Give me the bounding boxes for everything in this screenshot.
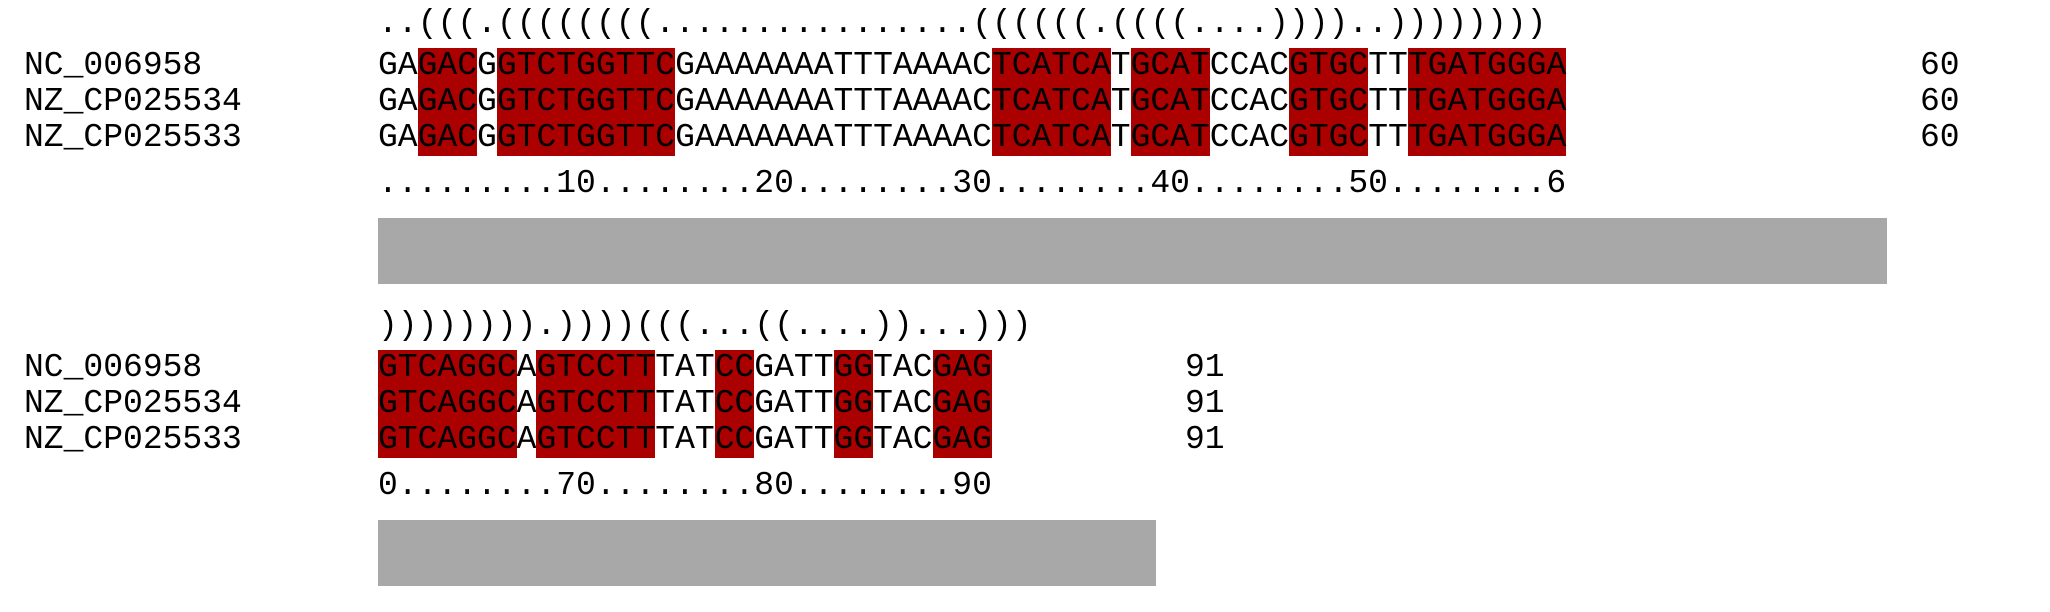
unconserved-run: GAAAAAAATTTAAAAC bbox=[675, 47, 992, 84]
unconserved-run: CCAC bbox=[1209, 119, 1290, 156]
unconserved-run: TT bbox=[1368, 119, 1408, 156]
unconserved-run: GATT bbox=[754, 385, 834, 422]
unconserved-run: G bbox=[477, 119, 497, 156]
conserved-run: GCAT bbox=[1130, 83, 1210, 120]
conserved-run: GTCTGGTTC bbox=[496, 83, 676, 120]
conserved-run: GTCCTT bbox=[536, 349, 656, 386]
annotation-track-bar-1 bbox=[378, 218, 1887, 284]
end-position-2-block-2: 91 bbox=[1185, 385, 1225, 422]
conserved-run: TGATGGGA bbox=[1407, 119, 1567, 156]
conserved-run: GTCTGGTTC bbox=[496, 47, 676, 84]
conserved-run: CC bbox=[714, 421, 755, 458]
conserved-run: GAG bbox=[932, 421, 992, 458]
unconserved-run: TAT bbox=[655, 421, 715, 458]
conserved-run: TGATGGGA bbox=[1407, 47, 1567, 84]
unconserved-run: TAT bbox=[655, 385, 715, 422]
unconserved-run: TAC bbox=[873, 421, 933, 458]
sequence-name-3-block-2: NZ_CP025533 bbox=[24, 421, 242, 458]
unconserved-run: T bbox=[1110, 119, 1131, 156]
conserved-run: GG bbox=[833, 349, 874, 386]
unconserved-run: TAC bbox=[873, 349, 933, 386]
unconserved-run: GA bbox=[378, 119, 418, 156]
sequence-row-2-block-2: GTCAGGCAGTCCTTTATCCGATTGGTACGAG bbox=[378, 386, 992, 422]
sequence-name-1-block-1: NC_006958 bbox=[24, 47, 203, 84]
sequence-name-2-block-2: NZ_CP025534 bbox=[24, 385, 242, 422]
conserved-run: CC bbox=[714, 349, 755, 386]
conserved-run: GCAT bbox=[1130, 119, 1210, 156]
unconserved-run: A bbox=[516, 349, 537, 386]
position-ruler-1: .........10........20........30........4… bbox=[378, 165, 1567, 202]
end-position-1-block-1: 60 bbox=[1920, 47, 1960, 84]
conserved-run: GAG bbox=[932, 385, 992, 422]
unconserved-run: TT bbox=[1368, 83, 1408, 120]
secondary-structure-line-1: ..(((.((((((((................((((((.(((… bbox=[378, 5, 1547, 42]
sequence-row-1-block-2: GTCAGGCAGTCCTTTATCCGATTGGTACGAG bbox=[378, 350, 992, 386]
conserved-run: GAC bbox=[417, 47, 478, 84]
conserved-run: GTCCTT bbox=[536, 385, 656, 422]
unconserved-run: TT bbox=[1368, 47, 1408, 84]
end-position-3-block-1: 60 bbox=[1920, 119, 1960, 156]
sequence-name-1-block-2: NC_006958 bbox=[24, 349, 203, 386]
conserved-run: GAC bbox=[417, 119, 478, 156]
annotation-track-bar-2 bbox=[378, 520, 1156, 586]
unconserved-run: A bbox=[516, 385, 537, 422]
position-ruler-2: 0........70........80........90 bbox=[378, 467, 992, 504]
conserved-run: GTCAGGC bbox=[378, 385, 517, 422]
conserved-run: GTCAGGC bbox=[378, 349, 517, 386]
conserved-run: TGATGGGA bbox=[1407, 83, 1567, 120]
unconserved-run: TAC bbox=[873, 385, 933, 422]
conserved-run: GTGC bbox=[1289, 119, 1369, 156]
conserved-run: GG bbox=[833, 421, 874, 458]
conserved-run: TCATCA bbox=[991, 83, 1111, 120]
conserved-run: GTCCTT bbox=[536, 421, 656, 458]
sequence-row-1-block-1: GAGACGGTCTGGTTCGAAAAAAATTTAAAACTCATCATGC… bbox=[378, 47, 1567, 84]
end-position-3-block-2: 91 bbox=[1185, 421, 1225, 458]
unconserved-run: GAAAAAAATTTAAAAC bbox=[675, 119, 992, 156]
conserved-run: GTCAGGC bbox=[378, 421, 517, 458]
sequence-name-3-block-1: NZ_CP025533 bbox=[24, 119, 242, 156]
conserved-run: GAC bbox=[417, 83, 478, 120]
unconserved-run: GA bbox=[378, 83, 418, 120]
end-position-1-block-2: 91 bbox=[1185, 349, 1225, 386]
unconserved-run: A bbox=[516, 421, 537, 458]
unconserved-run: TAT bbox=[655, 349, 715, 386]
unconserved-run: GATT bbox=[754, 421, 834, 458]
conserved-run: TCATCA bbox=[991, 119, 1111, 156]
secondary-structure-line-2: )))))))).))))(((...((....))...))) bbox=[378, 307, 1032, 344]
conserved-run: GTGC bbox=[1289, 83, 1369, 120]
sequence-row-3-block-1: GAGACGGTCTGGTTCGAAAAAAATTTAAAACTCATCATGC… bbox=[378, 119, 1567, 156]
sequence-name-2-block-1: NZ_CP025534 bbox=[24, 83, 242, 120]
unconserved-run: GAAAAAAATTTAAAAC bbox=[675, 83, 992, 120]
unconserved-run: CCAC bbox=[1209, 47, 1290, 84]
unconserved-run: GA bbox=[378, 47, 418, 84]
unconserved-run: CCAC bbox=[1209, 83, 1290, 120]
conserved-run: GCAT bbox=[1130, 47, 1210, 84]
conserved-run: GAG bbox=[932, 349, 992, 386]
unconserved-run: G bbox=[477, 47, 497, 84]
unconserved-run: T bbox=[1110, 83, 1131, 120]
conserved-run: GTCTGGTTC bbox=[496, 119, 676, 156]
unconserved-run: T bbox=[1110, 47, 1131, 84]
conserved-run: GG bbox=[833, 385, 874, 422]
sequence-row-3-block-2: GTCAGGCAGTCCTTTATCCGATTGGTACGAG bbox=[378, 422, 992, 458]
unconserved-run: GATT bbox=[754, 349, 834, 386]
conserved-run: GTGC bbox=[1289, 47, 1369, 84]
conserved-run: CC bbox=[714, 385, 755, 422]
unconserved-run: G bbox=[477, 83, 497, 120]
end-position-2-block-1: 60 bbox=[1920, 83, 1960, 120]
conserved-run: TCATCA bbox=[991, 47, 1111, 84]
sequence-row-2-block-1: GAGACGGTCTGGTTCGAAAAAAATTTAAAACTCATCATGC… bbox=[378, 83, 1567, 120]
